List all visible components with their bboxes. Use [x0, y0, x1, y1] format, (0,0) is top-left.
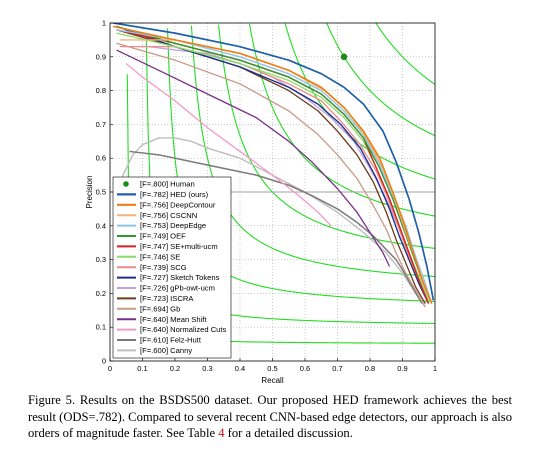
x-tick-label: 0.6	[300, 364, 310, 373]
y-tick-label: 0	[102, 357, 106, 366]
legend-label: [F=.727] Sketch Tokens	[140, 273, 220, 282]
x-tick-label: 0	[108, 364, 112, 373]
x-tick-label: 1	[433, 364, 437, 373]
caption-text-end: for a detailed discussion.	[224, 426, 353, 440]
caption-label: Figure 5.	[28, 393, 76, 407]
x-axis-ticks: 0 0.1 0.2 0.3 0.4 0.5 0.6 0.7 0.8 0.9 1	[108, 358, 437, 373]
iso-f-curve	[190, 25, 435, 278]
y-tick-label: 0.9	[96, 52, 106, 61]
legend-label: [F=.782] HED (ours)	[140, 190, 209, 199]
legend-label: [F=.756] DeepContour	[140, 200, 216, 209]
legend-label: [F=.800] Human	[140, 180, 195, 189]
legend-label: [F=.600] Canny	[140, 346, 192, 355]
pr-curve	[116, 49, 391, 267]
legend-label: [F=.723] ISCRA	[140, 294, 194, 303]
legend-label: [F=.753] DeepEdge	[140, 221, 206, 230]
y-tick-label: 0.8	[96, 86, 106, 95]
iso-f-curve	[375, 23, 435, 85]
figure-caption: Figure 5. Results on the BSDS500 dataset…	[28, 392, 512, 442]
y-axis-label: Precision	[85, 176, 94, 209]
legend: [F=.800] Human[F=.782] HED (ours)[F=.756…	[112, 176, 232, 359]
human-point	[340, 53, 348, 61]
legend-label: [F=.640] Mean Shift	[140, 315, 207, 324]
pr-curve	[115, 137, 426, 308]
legend-label: [F=.610] Felz-Hutt	[140, 336, 202, 345]
legend-label: [F=.747] SE+multi-ucm	[140, 242, 218, 251]
legend-label: [F=.726] gPb-owt-ucm	[140, 284, 215, 293]
pr-curve	[116, 25, 433, 304]
x-tick-label: 0.7	[332, 364, 342, 373]
legend-marker	[123, 181, 129, 187]
y-tick-label: 0.4	[96, 221, 106, 230]
x-tick-label: 0.3	[202, 364, 212, 373]
iso-f-curve	[248, 23, 435, 217]
pr-curve	[113, 25, 433, 304]
y-tick-label: 0.3	[96, 255, 106, 264]
legend-label: [F=.756] CSCNN	[140, 211, 197, 220]
pr-curve	[129, 150, 423, 304]
legend-label: [F=.749] OEF	[140, 232, 186, 241]
x-tick-label: 0.4	[235, 364, 245, 373]
y-axis-ticks: 0 0.1 0.2 0.3 0.4 0.5 0.6 0.7 0.8 0.9 1	[96, 19, 113, 366]
x-tick-label: 0.5	[267, 364, 277, 373]
legend-label: [F=.640] Normalized Cuts	[140, 325, 227, 334]
legend-label: [F=.739] SCG	[140, 263, 187, 272]
table-reference-link[interactable]: 4	[218, 426, 225, 440]
pr-chart: 0 0.1 0.2 0.3 0.4 0.5 0.6 0.7 0.8 0.9 1 0 0.1 0.2 0.3…	[85, 19, 437, 386]
caption-text: Results on the BSDS500 dataset. Our prop…	[28, 393, 512, 440]
pr-curve	[125, 63, 332, 227]
x-axis-label: Recall	[261, 376, 283, 385]
x-tick-label: 0.2	[170, 364, 180, 373]
x-tick-label: 0.1	[137, 364, 147, 373]
iso-f-curve	[217, 24, 435, 249]
legend-label: [F=.694] Gb	[140, 304, 180, 313]
x-tick-label: 0.8	[365, 364, 375, 373]
y-tick-label: 0.5	[96, 188, 106, 197]
x-tick-label: 0.9	[397, 364, 407, 373]
pr-curve	[116, 42, 426, 308]
y-tick-label: 1	[102, 19, 106, 28]
pr-curve	[113, 23, 435, 301]
y-tick-label: 0.7	[96, 120, 106, 129]
legend-label: [F=.746] SE	[140, 252, 180, 261]
y-tick-label: 0.6	[96, 154, 106, 163]
y-tick-label: 0.2	[96, 289, 106, 298]
pr-curves	[113, 23, 435, 308]
y-tick-label: 0.1	[96, 323, 106, 332]
pr-curve	[116, 25, 430, 304]
